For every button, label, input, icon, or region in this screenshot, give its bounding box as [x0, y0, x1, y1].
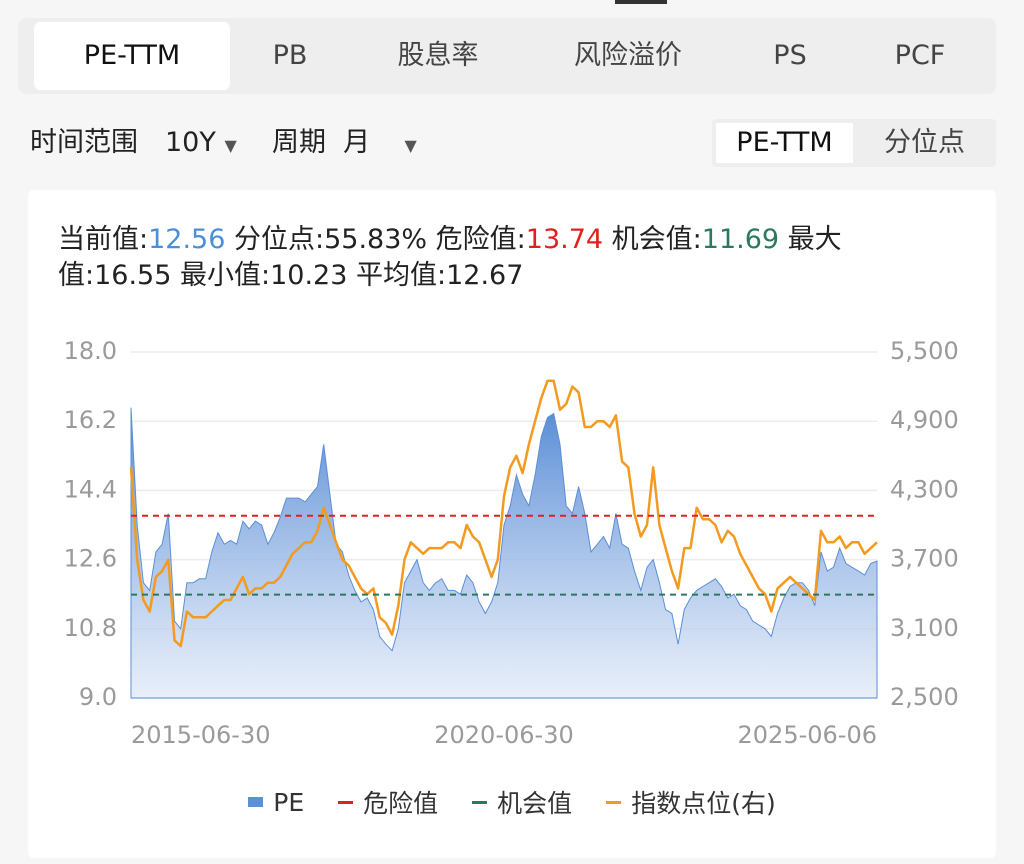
tab[interactable]: PE-TTM: [34, 22, 230, 90]
legend-label: 危险值: [363, 789, 439, 818]
stat-value: 11.69: [701, 224, 780, 255]
period-label: 周期: [272, 127, 326, 158]
legend: PE 危险值 机会值 指数点位(右): [28, 784, 996, 820]
legend-item: 机会值: [472, 784, 572, 820]
y2-tick-label: 5,500: [890, 337, 959, 365]
tab[interactable]: PS: [773, 40, 807, 71]
y-tick-label: 14.4: [64, 475, 117, 503]
stats: 当前值:12.56 分位点:55.83% 危险值:13.74 机会值:11.69…: [58, 222, 908, 294]
stat-value: 13.74: [525, 224, 604, 255]
top-indicator: [615, 0, 667, 4]
tab[interactable]: 股息率: [397, 40, 479, 71]
stat-value: 16.55: [94, 260, 172, 291]
legend-label: 机会值: [497, 789, 573, 818]
legend-item: PE: [248, 784, 304, 820]
y2-tick-label: 2,500: [890, 683, 959, 711]
period-select[interactable]: 周期 月 ▼: [272, 122, 417, 164]
x-tick-label: 2025-06-06: [738, 721, 877, 749]
index-line: [129, 379, 878, 648]
y2-tick-label: 3,700: [890, 545, 959, 573]
view-toggle: PE-TTM 分位点: [712, 119, 996, 167]
y-tick-label: 18.0: [64, 337, 117, 365]
tab[interactable]: PCF: [894, 40, 946, 71]
stat-label: 危险值:: [435, 224, 526, 255]
y-tick-label: 16.2: [64, 406, 117, 434]
stat-value: 12.67: [446, 260, 524, 291]
tab-bar: PE-TTM PB 股息率 风险溢价 PS PCF: [18, 18, 996, 94]
legend-marker: [248, 797, 264, 807]
stat-label: 最大值:: [58, 224, 842, 291]
legend-marker: [606, 800, 622, 804]
legend-item: 危险值: [338, 784, 438, 820]
legend-item: 指数点位(右): [606, 784, 776, 820]
legend-marker: [472, 800, 488, 804]
legend-marker: [338, 800, 354, 804]
stat-label: 当前值:: [58, 224, 149, 255]
tab[interactable]: PB: [272, 40, 308, 71]
range-value[interactable]: 10Y: [165, 127, 216, 158]
tab[interactable]: 风险溢价: [574, 40, 682, 71]
legend-label: 指数点位(右): [631, 789, 776, 818]
pe-area: [130, 407, 878, 699]
toggle-option[interactable]: PE-TTM: [716, 123, 853, 163]
legend-label: PE: [273, 787, 305, 817]
period-value[interactable]: 月: [343, 127, 371, 158]
y-tick-label: 10.8: [64, 614, 117, 642]
y2-tick-label: 4,900: [890, 406, 959, 434]
y-tick-label: 9.0: [79, 683, 117, 711]
stat-label: 最小值:: [180, 260, 271, 291]
stat-label: 平均值:: [356, 260, 447, 291]
stat-value: 55.83%: [324, 224, 428, 255]
y2-tick-label: 4,300: [890, 475, 959, 503]
stat-value: 12.56: [148, 224, 226, 255]
caret[interactable]: ▼: [404, 136, 417, 155]
toggle-option[interactable]: 分位点: [884, 127, 965, 158]
x-tick-label: 2020-06-30: [434, 721, 573, 749]
caret[interactable]: ▼: [224, 136, 237, 155]
range-select[interactable]: 10Y ▼: [165, 122, 237, 164]
stat-label: 机会值:: [611, 224, 702, 255]
x-tick-label: 2015-06-30: [131, 721, 270, 749]
y2-tick-label: 3,100: [890, 614, 959, 642]
stat-label: 分位点:: [234, 224, 325, 255]
y-tick-label: 12.6: [64, 545, 117, 573]
stat-value: 10.23: [270, 260, 348, 291]
range-label: 时间范围: [30, 127, 138, 158]
